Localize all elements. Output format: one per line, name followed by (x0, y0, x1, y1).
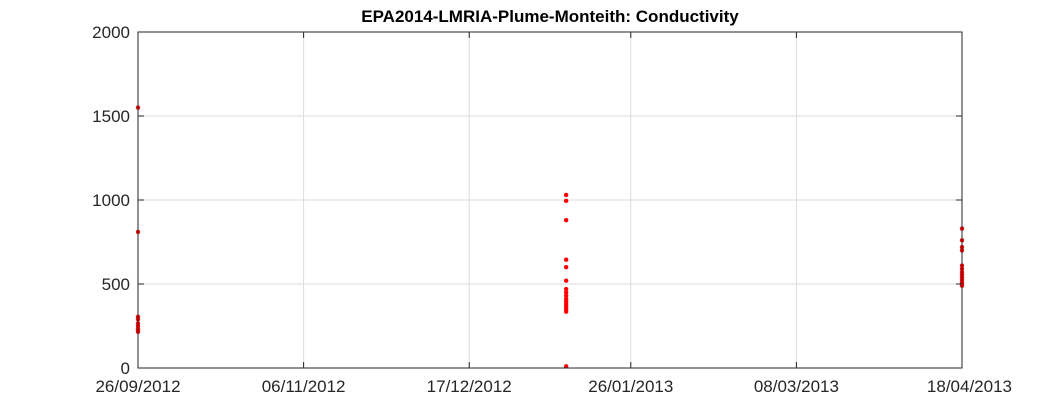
tick-labels: 0 500 1000 1500 2000 26/09/2012 06/11/2012 17/1… (92, 23, 1012, 396)
y-tick-label: 1500 (92, 107, 130, 126)
y-tick-label: 500 (102, 275, 130, 294)
x-tick-label: 26/01/2013 (588, 377, 673, 396)
grid-lines (138, 32, 962, 368)
data-point (563, 364, 569, 369)
data-point (563, 286, 569, 292)
y-tick-label: 2000 (92, 23, 130, 42)
data-point (563, 265, 569, 270)
data-point (563, 293, 569, 298)
x-tick-label: 06/11/2012 (262, 377, 346, 396)
x-tick-label: 26/09/2012 (95, 377, 180, 396)
data-point (563, 257, 569, 262)
chart-title: EPA2014-LMRIA-Plume-Monteith: Conductivi… (361, 7, 739, 26)
data-point (563, 278, 569, 283)
data-point (563, 290, 569, 295)
data-point (563, 192, 569, 198)
data-point (563, 198, 569, 204)
y-tick-label: 1000 (92, 191, 130, 210)
data-point (563, 309, 569, 314)
data-point (563, 217, 569, 223)
x-tick-label: 17/12/2012 (427, 377, 512, 396)
x-tick-label: 08/03/2013 (754, 377, 839, 396)
y-tick-label: 0 (121, 359, 130, 378)
x-tick-label: 18/04/2013 (927, 377, 1012, 396)
data-points (135, 105, 965, 369)
